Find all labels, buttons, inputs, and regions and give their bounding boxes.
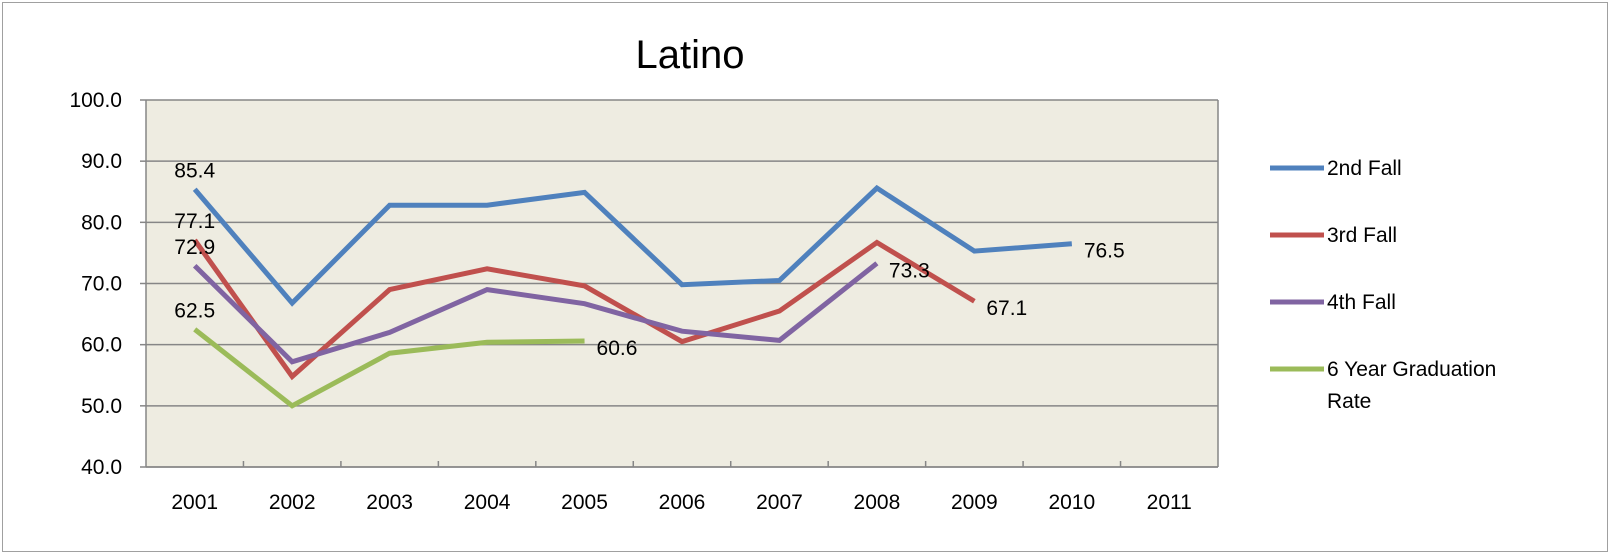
- data-label: 76.5: [1084, 240, 1125, 263]
- legend-label: 2nd Fall: [1327, 157, 1402, 180]
- series-line-2: [192, 238, 976, 381]
- legend-label: 3rd Fall: [1327, 224, 1397, 247]
- data-label: 67.1: [986, 297, 1027, 320]
- data-label: 85.4: [174, 159, 215, 182]
- y-tick-label: 60.0: [81, 334, 122, 357]
- chart-title: Latino: [636, 33, 745, 77]
- x-tick-label: 2007: [756, 491, 803, 514]
- data-label: 73.3: [889, 259, 930, 282]
- legend: 2nd Fall 3rd Fall 4th Fall 6 Year Graduatio…: [1270, 157, 1496, 413]
- y-tick-label: 50.0: [81, 395, 122, 418]
- series-line-3: [192, 261, 879, 365]
- x-tick-label: 2006: [659, 491, 706, 514]
- series-line-4: [193, 327, 585, 409]
- y-tick-label: 70.0: [81, 273, 122, 296]
- x-tick-label: 2001: [171, 491, 218, 514]
- data-labels: 85.4 76.5 77.1 67.1 72.9 73.3 62.5 60.6: [174, 159, 1124, 360]
- data-label: 77.1: [174, 210, 215, 233]
- x-tick-label: 2004: [464, 491, 511, 514]
- legend-label: 6 Year Graduation: [1327, 358, 1496, 381]
- series-line-1: [192, 184, 1073, 307]
- x-tick-label: 2010: [1048, 491, 1095, 514]
- x-tick-label: 2003: [366, 491, 413, 514]
- y-tick-label: 40.0: [81, 456, 122, 479]
- x-tick-label: 2008: [854, 491, 901, 514]
- x-tick-label: 2009: [951, 491, 998, 514]
- axes: 40.0 50.0 60.0 70.0 80.0 90.0 100.0 2001 2002 200…: [69, 89, 1219, 514]
- legend-label: 4th Fall: [1327, 291, 1396, 314]
- x-tick-label: 2005: [561, 491, 608, 514]
- y-tick-label: 100.0: [69, 89, 122, 112]
- data-label: 62.5: [174, 299, 215, 322]
- y-tick-label: 80.0: [81, 211, 122, 234]
- data-label: 72.9: [174, 236, 215, 259]
- series-lines: [192, 184, 1073, 409]
- x-tick-label: 2002: [269, 491, 316, 514]
- data-label: 60.6: [597, 337, 638, 360]
- legend-label: Rate: [1327, 390, 1371, 413]
- gridlines: [146, 99, 1218, 468]
- y-tick-label: 90.0: [81, 150, 122, 173]
- x-tick-label: 2011: [1147, 491, 1192, 514]
